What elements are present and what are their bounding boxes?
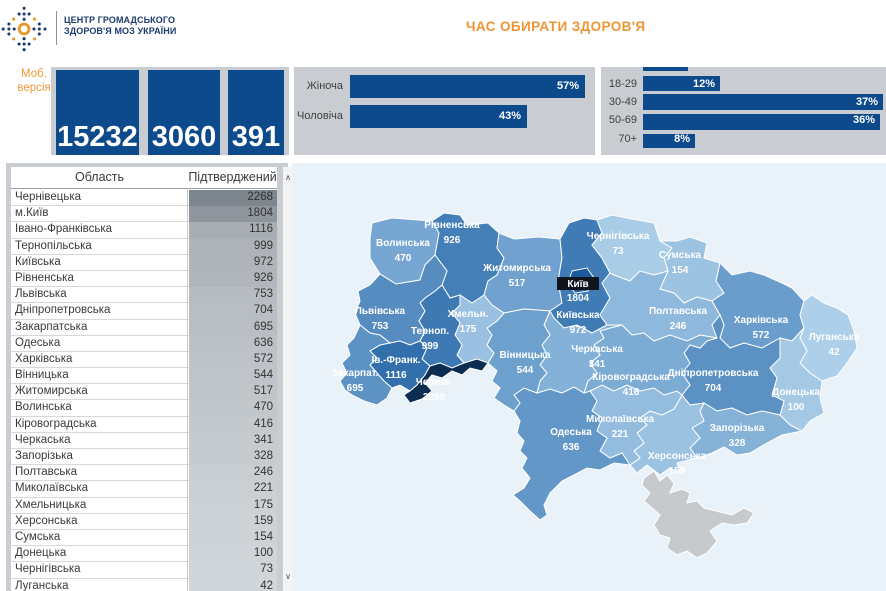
svg-text:Луганська: Луганська — [809, 332, 860, 343]
svg-text:Запорізька: Запорізька — [710, 423, 765, 434]
svg-text:Донецька: Донецька — [772, 387, 820, 398]
svg-text:Чернігівська: Чернігівська — [587, 231, 650, 242]
svg-text:999: 999 — [422, 341, 439, 352]
svg-text:221: 221 — [612, 429, 629, 440]
svg-text:416: 416 — [623, 387, 640, 398]
svg-text:Черкаська: Черкаська — [571, 344, 623, 355]
svg-text:753: 753 — [372, 321, 389, 332]
svg-text:Терноп.: Терноп. — [411, 326, 449, 337]
svg-text:517: 517 — [509, 278, 526, 289]
svg-text:159: 159 — [669, 466, 686, 477]
svg-text:Житомирська: Житомирська — [482, 263, 551, 274]
svg-text:328: 328 — [729, 438, 746, 449]
svg-text:Сумська: Сумська — [659, 250, 702, 261]
svg-text:Рівненська: Рівненська — [424, 220, 480, 231]
svg-text:Закарпат.: Закарпат. — [332, 368, 379, 379]
svg-text:2268: 2268 — [423, 392, 446, 403]
svg-text:Вінницька: Вінницька — [499, 350, 551, 361]
svg-text:636: 636 — [563, 442, 580, 453]
svg-text:Кіровоградська: Кіровоградська — [592, 372, 670, 383]
svg-text:100: 100 — [788, 402, 805, 413]
svg-text:341: 341 — [589, 359, 606, 370]
svg-text:Дніпропетровська: Дніпропетровська — [668, 368, 759, 379]
svg-text:1116: 1116 — [385, 370, 407, 381]
svg-text:Київ: Київ — [567, 279, 588, 290]
svg-text:Волинська: Волинська — [376, 238, 430, 249]
svg-text:Полтавська: Полтавська — [649, 306, 707, 317]
svg-text:470: 470 — [395, 253, 412, 264]
svg-text:Київська: Київська — [556, 310, 600, 321]
svg-text:Миколаївська: Миколаївська — [586, 414, 655, 425]
svg-text:42: 42 — [828, 347, 840, 358]
svg-text:544: 544 — [517, 365, 534, 376]
svg-text:Одеська: Одеська — [550, 427, 592, 438]
svg-text:926: 926 — [444, 235, 461, 246]
svg-text:73: 73 — [612, 246, 624, 257]
svg-text:154: 154 — [672, 265, 689, 276]
svg-text:572: 572 — [753, 330, 770, 341]
svg-text:972: 972 — [570, 325, 587, 336]
svg-text:Ів.-Франк.: Ів.-Франк. — [371, 355, 420, 366]
svg-text:Львівська: Львівська — [355, 306, 406, 317]
svg-text:Харківська: Харківська — [734, 315, 789, 326]
svg-text:1804: 1804 — [567, 293, 590, 304]
svg-text:246: 246 — [670, 321, 687, 332]
svg-text:Чернів.: Чернів. — [416, 377, 453, 388]
svg-text:Херсонська: Херсонська — [648, 451, 707, 462]
svg-text:704: 704 — [705, 383, 722, 394]
svg-text:175: 175 — [460, 324, 477, 335]
svg-text:695: 695 — [347, 383, 364, 394]
svg-text:Хмельн.: Хмельн. — [448, 309, 489, 320]
